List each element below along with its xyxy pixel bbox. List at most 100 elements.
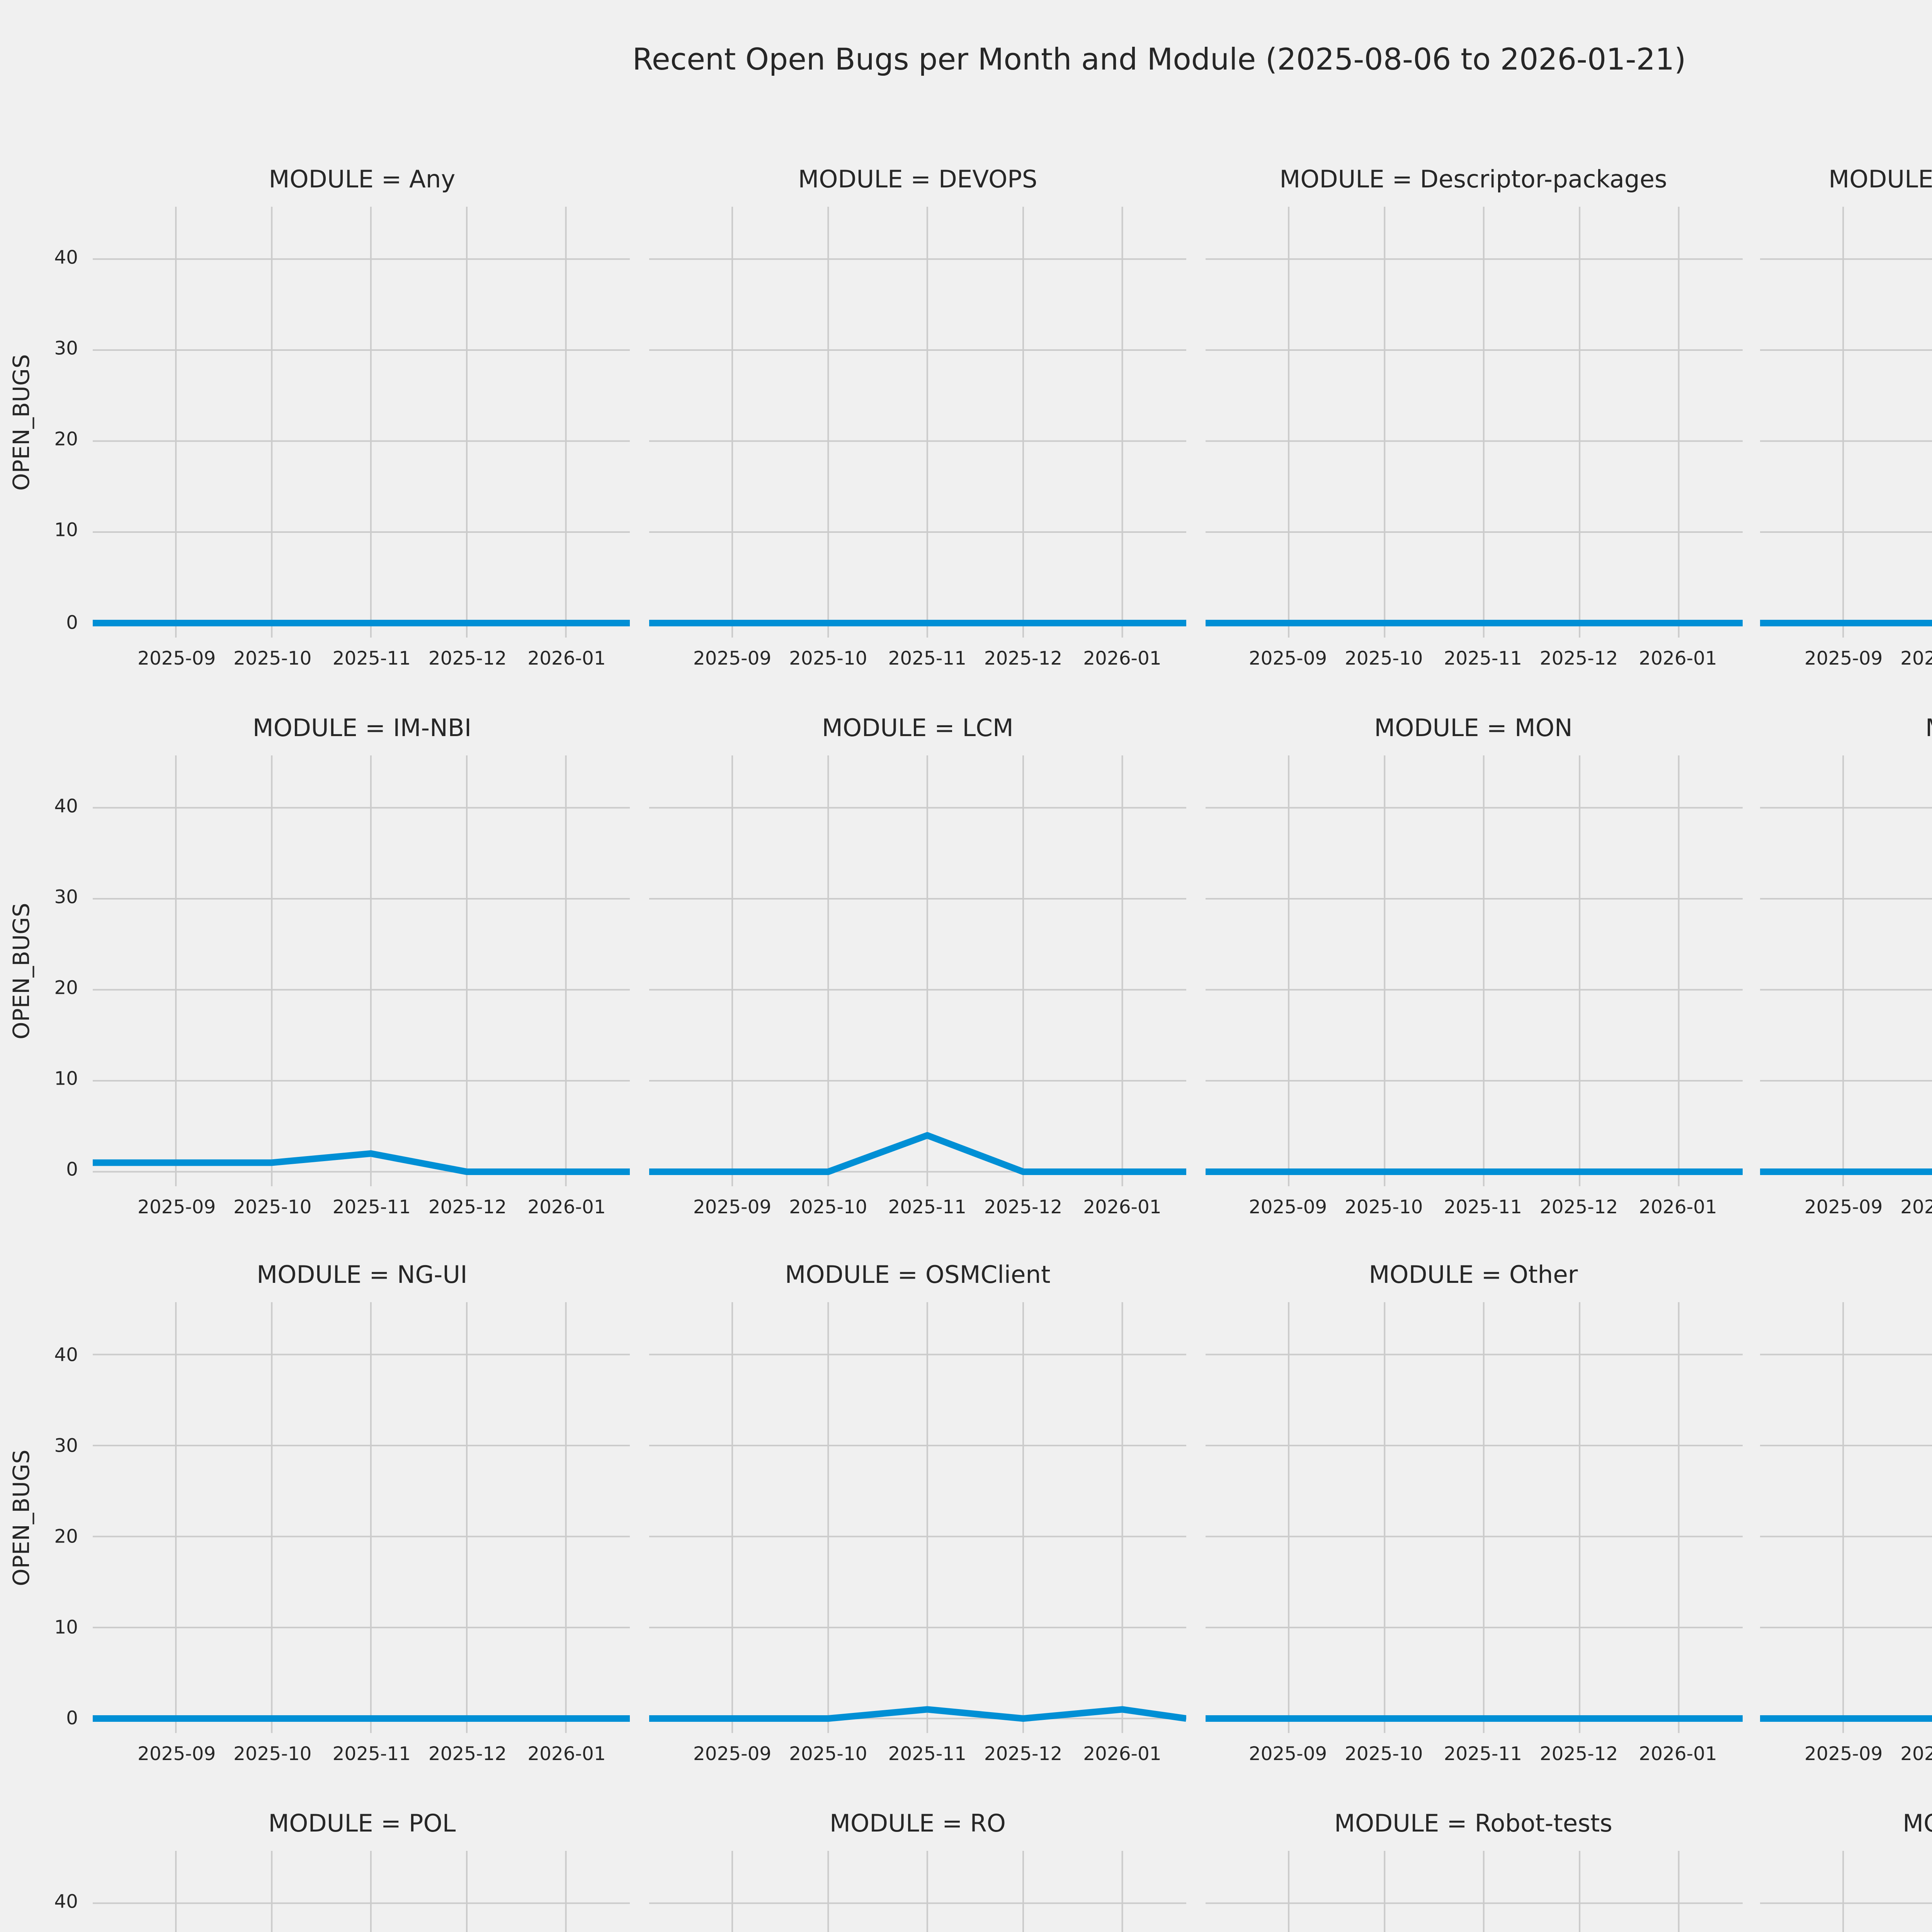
facet-title: MODULE = Documentation / Wiki — [1828, 164, 1932, 193]
x-tick-label: 2026-01 — [1639, 1197, 1717, 1219]
x-tick-label: 2025-10 — [233, 1745, 312, 1767]
x-tick-label: 2025-09 — [693, 1745, 772, 1767]
x-tick-label: 2025-11 — [888, 1197, 966, 1219]
x-tick-label: 2025-11 — [332, 1745, 411, 1767]
x-tick-label: 2025-09 — [137, 1745, 216, 1767]
x-tick-label: 2025-10 — [1345, 1745, 1423, 1767]
x-tick-label: 2025-09 — [1248, 649, 1327, 670]
y-tick-label: 0 — [66, 612, 78, 634]
open-bugs-line — [93, 1150, 631, 1175]
x-tick-label: 2025-11 — [888, 1745, 966, 1767]
plot-area-Descriptor-packages — [1204, 207, 1742, 638]
plot-area-DEVOPS — [649, 207, 1186, 638]
x-tick-label: 2025-09 — [1804, 1197, 1883, 1219]
y-tick-label: 30 — [54, 339, 78, 361]
x-tick-label: 2025-10 — [1900, 1197, 1932, 1219]
x-tick-label: 2025-11 — [332, 649, 411, 670]
y-axis-label: OPEN_BUGS — [8, 902, 36, 1039]
facet-title: MODULE = MON — [1374, 712, 1573, 742]
y-tick-label: 10 — [54, 521, 78, 543]
open-bugs-line — [649, 1707, 1186, 1723]
plot-area-IM-NBI — [93, 755, 631, 1186]
y-axis-label: OPEN_BUGS — [9, 1851, 36, 1932]
x-tick-label: 2026-01 — [1083, 1745, 1162, 1767]
plot-area-Unknown — [1760, 1851, 1932, 1932]
plot-area-NG-UI — [93, 1303, 631, 1734]
facet-title: MODULE = Unknown — [1903, 1808, 1932, 1838]
x-tick-label: 2025-10 — [789, 1745, 867, 1767]
plot-area-Any — [93, 207, 631, 638]
plot-area-OSMClient — [649, 1303, 1186, 1734]
x-tick-label: 2025-09 — [693, 1197, 772, 1219]
y-tick-label: 10 — [54, 1069, 78, 1091]
x-tick-label: 2025-11 — [1444, 649, 1522, 670]
facet-title: MODULE = RO — [829, 1808, 1006, 1838]
y-tick-label: 40 — [54, 248, 78, 270]
x-tick-label: 2025-12 — [984, 649, 1063, 670]
plot-area-N2VC — [1760, 755, 1932, 1186]
plot-area-Robot-tests — [1204, 1851, 1742, 1932]
x-tick-label: 2025-10 — [233, 1197, 312, 1219]
x-tick-label: 2025-12 — [428, 1197, 507, 1219]
facet-title: MODULE = N2VC — [1760, 712, 1932, 741]
facet-title: MODULE = PLA — [1760, 1260, 1932, 1289]
y-tick-label: 0 — [66, 1708, 78, 1730]
plot-area-Other — [1204, 1303, 1742, 1734]
x-tick-label: 2025-12 — [1539, 1745, 1618, 1767]
x-tick-label: 2025-09 — [1804, 649, 1883, 670]
x-tick-label: 2025-12 — [1539, 1197, 1618, 1219]
x-tick-label: 2025-09 — [693, 649, 772, 670]
y-tick-label: 20 — [54, 1526, 78, 1548]
plot-area-PLA — [1760, 1303, 1932, 1734]
plot-area-POL — [93, 1851, 631, 1932]
x-tick-label: 2025-09 — [137, 649, 216, 670]
y-axis-label: OPEN_BUGS — [8, 1450, 36, 1587]
facet-title: MODULE = Other — [1369, 1260, 1578, 1289]
y-tick-label: 30 — [54, 1435, 78, 1457]
x-tick-label: 2025-09 — [137, 1197, 216, 1219]
y-tick-label: 20 — [54, 430, 78, 452]
y-axis-label: OPEN_BUGS — [8, 354, 36, 491]
plot-area-RO — [649, 1851, 1186, 1932]
plot-area-LCM — [649, 755, 1186, 1186]
y-tick-label: 0 — [66, 1160, 78, 1182]
x-tick-label: 2025-12 — [984, 1745, 1063, 1767]
x-tick-label: 2025-10 — [1345, 1197, 1423, 1219]
y-tick-label: 20 — [54, 978, 78, 1000]
x-tick-label: 2025-10 — [1900, 1745, 1932, 1767]
facet-title: MODULE = POL — [268, 1808, 456, 1838]
x-tick-label: 2026-01 — [1639, 649, 1717, 670]
x-tick-label: 2025-09 — [1248, 1745, 1327, 1767]
x-tick-label: 2025-12 — [984, 1197, 1063, 1219]
y-tick-label: 40 — [54, 796, 78, 818]
facet-title: MODULE = OSMClient — [785, 1260, 1051, 1289]
x-tick-label: 2026-01 — [527, 1197, 606, 1219]
x-tick-label: 2025-10 — [789, 1197, 867, 1219]
y-tick-label: 40 — [54, 1345, 78, 1366]
facet-title: MODULE = LCM — [822, 712, 1014, 742]
x-tick-label: 2026-01 — [1639, 1745, 1717, 1767]
x-tick-label: 2025-12 — [1539, 649, 1618, 670]
x-tick-label: 2026-01 — [1083, 649, 1162, 670]
x-tick-label: 2025-10 — [1900, 649, 1932, 670]
plot-area-Documentation / Wiki — [1760, 207, 1932, 638]
x-tick-label: 2025-11 — [1444, 1197, 1522, 1219]
x-tick-label: 2025-09 — [1804, 1745, 1883, 1767]
figure-title: Recent Open Bugs per Month and Module (2… — [632, 43, 1686, 77]
x-tick-label: 2025-12 — [428, 1745, 507, 1767]
facet-title: MODULE = Descriptor-packages — [1279, 164, 1667, 193]
facet-title: MODULE = IM-NBI — [252, 712, 472, 742]
facet-title: MODULE = Any — [269, 164, 456, 193]
x-tick-label: 2026-01 — [527, 649, 606, 670]
plot-area-MON — [1204, 755, 1742, 1186]
open-bugs-line — [649, 1131, 1186, 1175]
facet-title: MODULE = NG-UI — [257, 1260, 468, 1289]
x-tick-label: 2025-11 — [888, 649, 966, 670]
x-tick-label: 2025-09 — [1248, 1197, 1327, 1219]
x-tick-label: 2025-10 — [233, 649, 312, 670]
x-tick-label: 2025-10 — [1345, 649, 1423, 670]
x-tick-label: 2025-11 — [1444, 1745, 1522, 1767]
x-tick-label: 2026-01 — [527, 1745, 606, 1767]
y-tick-label: 10 — [54, 1617, 78, 1639]
